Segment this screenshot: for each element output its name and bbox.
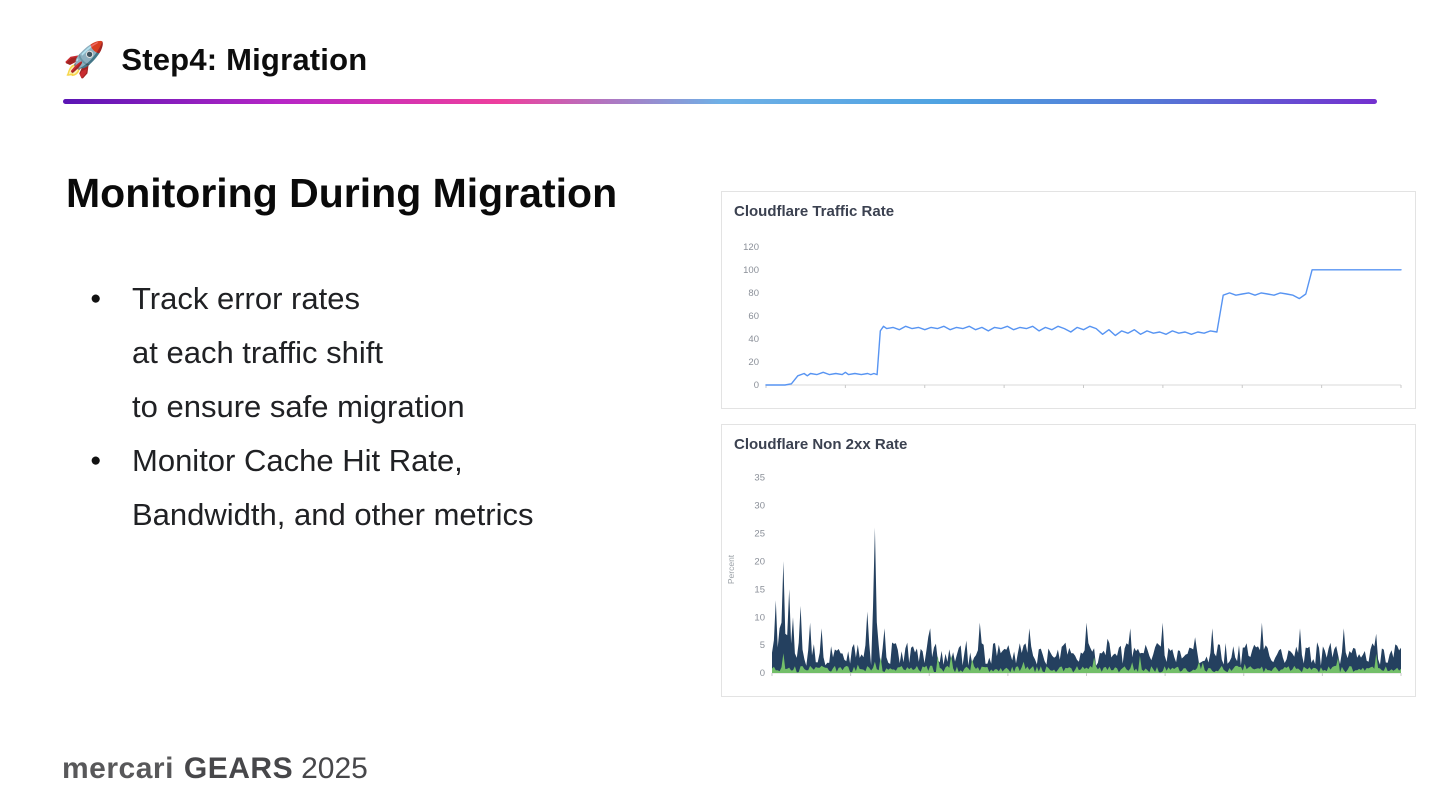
main-heading: Monitoring During Migration (66, 170, 618, 216)
brand-gears: GEARS (183, 752, 294, 785)
svg-text:100: 100 (743, 265, 759, 276)
brand-year: 2025 (301, 752, 368, 785)
svg-text:80: 80 (748, 288, 759, 299)
chart-panel-traffic-rate: Cloudflare Traffic Rate 0 20 40 60 80 100 120 (721, 191, 1416, 409)
bullet-item-cache-metrics: Monitor Cache Hit Rate, Bandwidth, and o… (66, 434, 716, 542)
svg-text:35: 35 (754, 472, 765, 483)
svg-text:15: 15 (754, 584, 765, 595)
svg-text:0: 0 (760, 668, 765, 679)
bullet-item-error-rates: Track error rates at each traffic shift … (66, 272, 716, 434)
gradient-divider (63, 99, 1377, 104)
svg-text:25: 25 (754, 528, 765, 539)
svg-text:30: 30 (754, 500, 765, 511)
svg-text:0: 0 (754, 380, 759, 391)
brand-mercari: mercari (62, 752, 174, 785)
chart-panel-non-2xx-rate: Cloudflare Non 2xx Rate 0 5 10 15 20 25 30 35 Pe… (721, 424, 1416, 697)
svg-text:5: 5 (760, 640, 765, 651)
non-2xx-rate-chart: 0 5 10 15 20 25 30 35 Percent (726, 472, 1402, 679)
chart-title-non-2xx-rate: Cloudflare Non 2xx Rate (734, 436, 908, 453)
slide-title: Step4: Migration (121, 42, 368, 77)
svg-text:20: 20 (754, 556, 765, 567)
footer-logo: mercari GEARS 2025 (62, 752, 368, 786)
svg-text:40: 40 (748, 334, 759, 345)
svg-text:60: 60 (748, 311, 759, 322)
bullet-list: Track error rates at each traffic shift … (66, 272, 716, 542)
rocket-emoji: 🚀 (63, 41, 106, 79)
svg-text:120: 120 (743, 242, 759, 253)
traffic-rate-chart: 0 20 40 60 80 100 120 (743, 242, 1402, 391)
svg-text:Percent: Percent (726, 554, 736, 584)
svg-text:10: 10 (754, 612, 765, 623)
svg-text:20: 20 (748, 357, 759, 368)
chart-title-traffic-rate: Cloudflare Traffic Rate (734, 203, 895, 220)
slide-header: 🚀 Step4: Migration (63, 42, 367, 78)
